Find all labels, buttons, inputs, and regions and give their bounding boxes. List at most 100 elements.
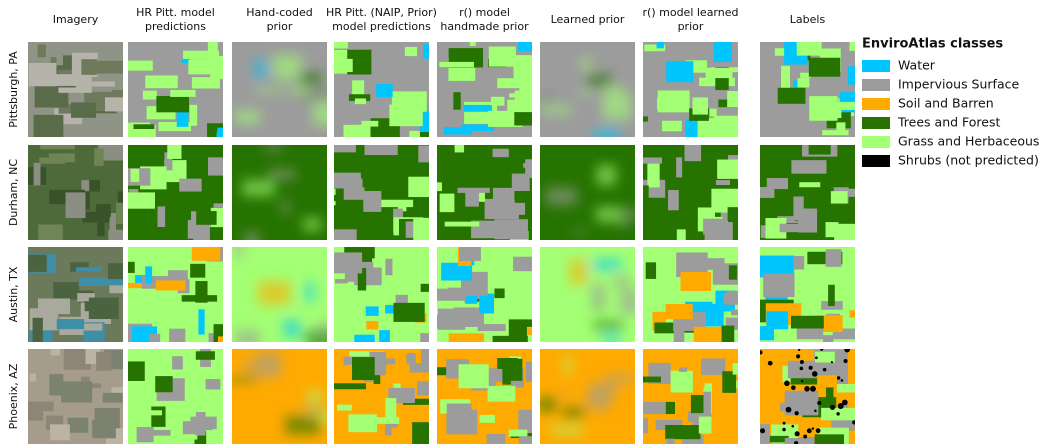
tile-patch <box>513 141 541 152</box>
tile-dot <box>831 361 833 363</box>
tile-patch <box>66 192 86 218</box>
tile <box>758 140 876 248</box>
tile-patch <box>255 59 267 79</box>
tile-patch <box>823 335 833 348</box>
tile-patch <box>198 309 204 334</box>
tile-patch <box>30 374 36 382</box>
tile-patch <box>662 121 682 132</box>
tile <box>124 140 248 254</box>
tile-patch <box>506 203 526 215</box>
tile-patch <box>61 381 92 402</box>
tile-patch <box>133 124 154 129</box>
tile-patch <box>828 285 835 306</box>
tile-patch <box>24 403 43 421</box>
tile-patch <box>453 92 460 109</box>
tile-patch <box>57 319 84 329</box>
tile-patch <box>210 227 232 250</box>
tile-patch <box>159 431 170 436</box>
tile-patch <box>493 149 509 158</box>
tile-patch <box>169 329 185 350</box>
row-label: Phoenix, AZ <box>7 363 20 429</box>
tile-patch <box>168 270 188 281</box>
tile-patch <box>151 406 165 426</box>
tile-dot <box>758 350 762 354</box>
tile-patch <box>208 157 231 175</box>
tile-patch <box>228 377 256 382</box>
tile-content <box>232 42 344 137</box>
tile-patch <box>507 100 534 113</box>
tile-patch <box>666 304 693 319</box>
tile-patch <box>156 280 186 290</box>
tile-dot <box>784 381 790 387</box>
tile-dot <box>837 376 840 379</box>
tile-patch <box>826 249 842 267</box>
tile-patch <box>717 160 740 179</box>
tile-patch <box>698 118 721 140</box>
tile-patch <box>303 218 321 231</box>
tile <box>125 242 241 356</box>
tile-patch <box>459 246 481 261</box>
tile-patch <box>815 352 835 363</box>
tile <box>228 349 343 444</box>
tile-patch <box>34 163 41 185</box>
tile <box>639 349 759 444</box>
tile-patch <box>546 188 577 206</box>
tile-patch <box>376 84 392 97</box>
tile-content <box>639 349 759 444</box>
tile-patch <box>348 414 377 432</box>
tile-patch <box>668 190 679 210</box>
tile-content <box>756 242 881 348</box>
tile-patch <box>330 144 356 152</box>
tile-patch <box>497 358 517 369</box>
tile-dot <box>841 379 844 382</box>
column-header: model predictions <box>332 20 431 33</box>
tile-patch <box>217 131 229 142</box>
legend-label: Impervious Surface <box>898 77 1019 92</box>
tile-patch <box>50 424 70 440</box>
tile-patch <box>487 163 509 170</box>
legend-swatch <box>862 117 890 129</box>
tile-patch <box>329 38 347 49</box>
tile-patch <box>731 310 741 316</box>
tile-patch <box>831 191 848 203</box>
tile-patch <box>440 194 455 213</box>
tile-patch <box>303 405 323 411</box>
tile <box>436 141 552 256</box>
tile-patch <box>701 146 721 151</box>
tile-patch <box>799 182 820 187</box>
column-header: r() model <box>459 6 510 19</box>
tile-patch <box>815 434 844 444</box>
tile-patch <box>457 188 489 193</box>
tile-patch <box>385 259 392 275</box>
tile-patch <box>235 330 260 347</box>
tile-content <box>331 347 443 444</box>
tile-dot <box>786 407 792 413</box>
tile-patch <box>234 110 260 123</box>
tile-patch <box>88 81 115 86</box>
tile-patch <box>526 362 533 382</box>
tile-patch <box>763 273 794 297</box>
tile-patch <box>171 434 194 444</box>
tile-patch <box>285 416 321 435</box>
tile-patch <box>518 410 539 433</box>
tile-patch <box>828 167 837 181</box>
tile-patch <box>604 374 636 381</box>
tile-patch <box>638 116 648 121</box>
tile-patch <box>766 311 788 329</box>
column-header: Imagery <box>53 13 99 26</box>
tile-content <box>228 349 343 444</box>
tile-patch <box>124 361 145 381</box>
tile-patch <box>155 376 172 392</box>
tile-patch <box>389 105 422 127</box>
tile-content <box>124 346 241 444</box>
tile <box>329 142 445 248</box>
column-header: predictions <box>145 20 206 33</box>
tile-patch <box>716 180 730 185</box>
tile <box>756 242 881 348</box>
tile-patch <box>228 161 246 169</box>
tile-patch <box>126 192 155 208</box>
tile-patch <box>665 425 700 439</box>
tile-patch <box>299 94 334 99</box>
tile-patch <box>826 387 834 404</box>
row-label: Pittsburgh, PA <box>7 51 20 128</box>
